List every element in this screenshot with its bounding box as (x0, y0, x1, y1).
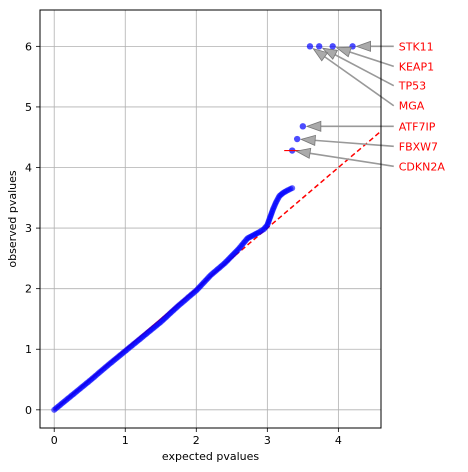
axis-ticks: 0 1 2 3 4 0 1 2 3 4 5 6 (25, 40, 342, 447)
y-tick-label: 6 (25, 40, 32, 53)
x-tick-label: 4 (335, 434, 342, 447)
annotation-arrow-line (349, 51, 395, 68)
outlier-point (293, 135, 301, 143)
y-tick-label: 5 (25, 101, 32, 114)
outlier-point (329, 43, 336, 50)
annotation-label: MGA (399, 100, 425, 113)
annotation-arrow-line (315, 139, 394, 148)
y-tick-label: 2 (25, 283, 32, 296)
annotation-label: TP53 (398, 80, 426, 93)
y-tick-label: 4 (25, 162, 32, 175)
annotation-label: FBXW7 (399, 140, 438, 153)
y-tick-label: 0 (25, 404, 32, 417)
annotation-arrow-head (294, 147, 312, 159)
x-tick-label: 3 (264, 434, 271, 447)
data-point (289, 185, 296, 192)
annotation-arrow-line (334, 54, 395, 87)
x-tick-label: 1 (122, 434, 129, 447)
annotation-label: STK11 (399, 40, 434, 53)
x-tick-label: 2 (193, 434, 200, 447)
x-tick-label: 0 (51, 434, 58, 447)
x-axis-label: expected pvalues (162, 450, 259, 463)
annotation-label: ATF7IP (399, 120, 436, 133)
gene-annotations: STK11 KEAP1 TP53 MGA ATF7IP FBXW7 CDKN2A (294, 40, 446, 173)
outlier-point (315, 43, 323, 50)
grid-lines (40, 10, 381, 428)
y-tick-label: 1 (25, 343, 32, 356)
observed-points (51, 43, 356, 413)
outlier-point (306, 43, 314, 50)
annotation-arrow-line (324, 56, 395, 107)
annotation-arrow-head (299, 134, 316, 146)
annotation-arrow-head (305, 120, 322, 132)
annotation-arrow-head (312, 47, 329, 62)
y-axis-label: observed pvalues (6, 170, 19, 268)
annotation-arrow-head (355, 40, 371, 52)
annotation-label: KEAP1 (399, 60, 434, 73)
annotation-arrow-line (309, 152, 394, 168)
annotation-arrow-head (335, 46, 352, 58)
outlier-point (299, 123, 307, 130)
plot-frame (39, 9, 382, 429)
annotation-arrow-head (321, 47, 339, 60)
annotation-label: CDKN2A (399, 160, 446, 173)
y-tick-label: 3 (25, 222, 32, 235)
